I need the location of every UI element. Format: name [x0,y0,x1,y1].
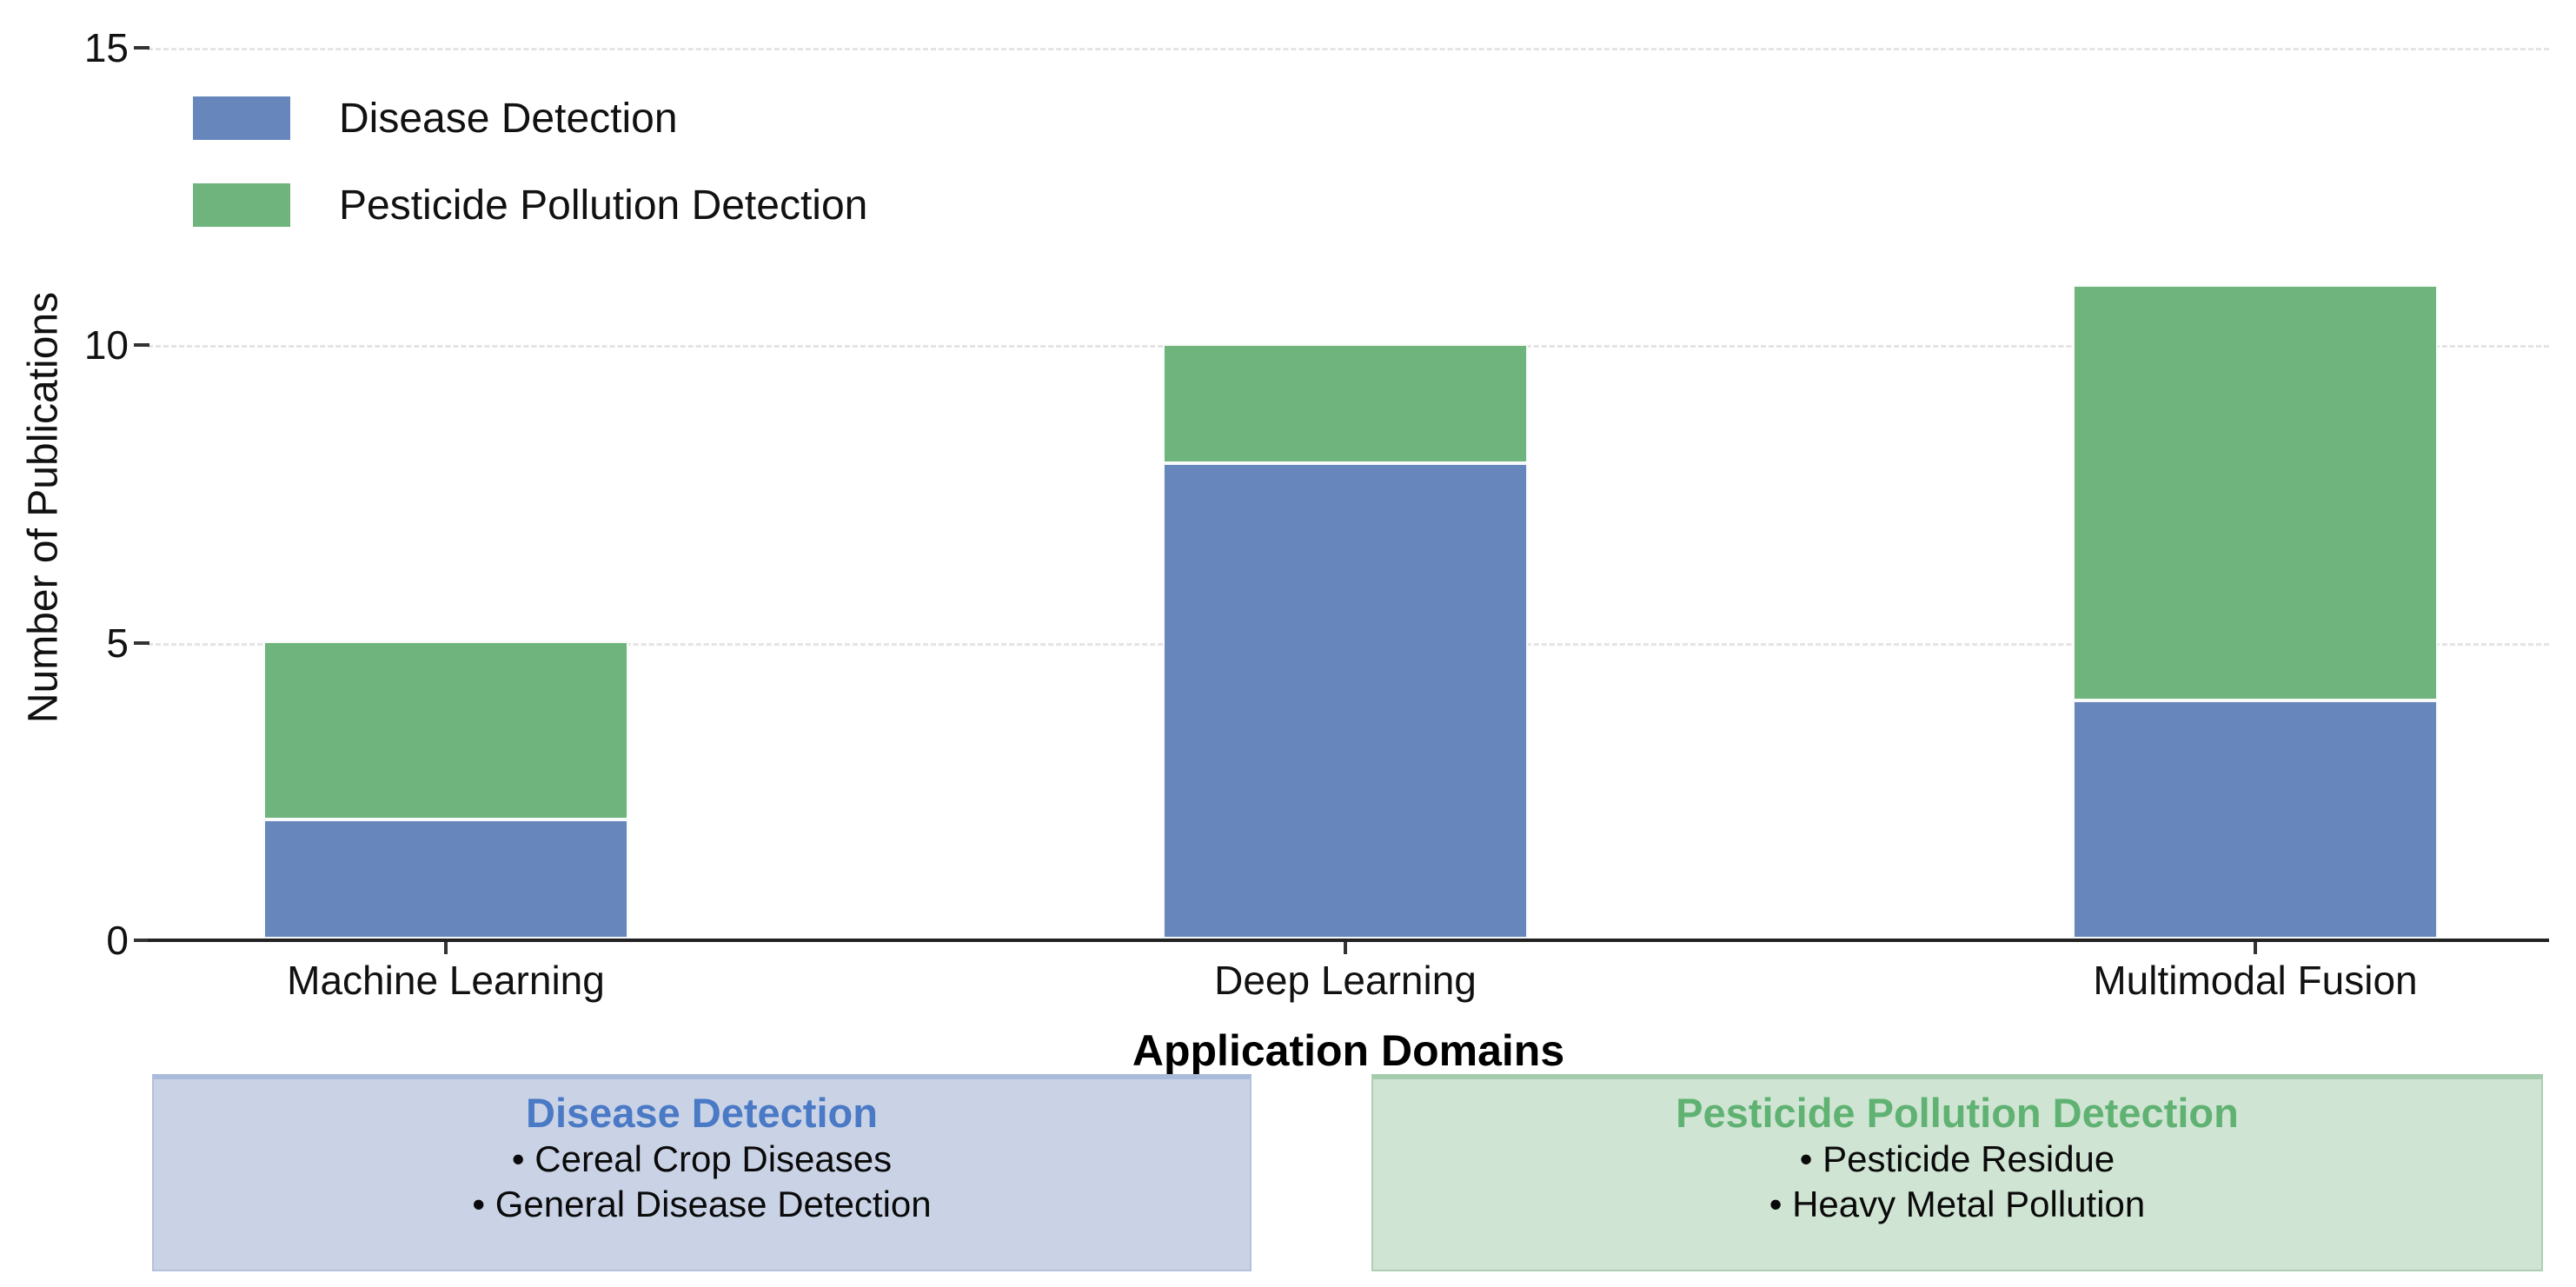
x-tick-machine-learning [444,942,448,954]
gridline-15 [148,48,2549,50]
x-axis-title: Application Domains [1132,1026,1565,1075]
y-tick-10 [134,343,149,347]
legend-swatch-green [193,183,290,227]
annotation-bullet: • General Disease Detection [472,1184,932,1224]
annotation-bullet: • Pesticide Residue [1799,1138,2115,1179]
bar-segment [263,819,628,939]
annotation-title: Disease Detection [526,1090,878,1136]
bar-segment [263,641,628,820]
bar-segment [2073,700,2438,939]
y-tick-label-10: 10 [83,322,129,368]
legend-item-pesticide-pollution-detection: Pesticide Pollution Detection [193,182,868,229]
bar-segment [1163,344,1528,463]
x-tick-label-machine-learning: Machine Learning [287,958,605,1003]
legend-label: Disease Detection [339,95,678,142]
x-tick-label-deep-learning: Deep Learning [1214,958,1477,1003]
y-tick-15 [134,46,149,50]
legend-swatch-blue [193,96,290,140]
annotation-bullet: • Heavy Metal Pollution [1769,1184,2146,1224]
annotation-box-disease-detection: Disease Detection • Cereal Crop Diseases… [152,1074,1251,1271]
legend-item-disease-detection: Disease Detection [193,95,867,142]
x-axis-spine [148,939,2549,942]
bar-segment [2073,284,2438,701]
annotation-bullet: • Cereal Crop Diseases [511,1138,893,1179]
y-tick-label-0: 0 [106,918,129,963]
legend: Disease Detection Pesticide Pollution De… [193,96,867,269]
annotation-box-pesticide-pollution-detection: Pesticide Pollution Detection • Pesticid… [1371,1074,2543,1271]
x-tick-deep-learning [1344,942,1347,954]
x-tick-label-multimodal-fusion: Multimodal Fusion [2093,958,2418,1003]
y-tick-label-15: 15 [83,25,129,70]
y-tick-0 [134,939,149,942]
bar-segment [1163,462,1528,939]
y-tick-5 [134,641,149,645]
y-axis-title: Number of Publications [20,291,67,724]
annotation-title: Pesticide Pollution Detection [1676,1090,2239,1136]
y-tick-label-5: 5 [106,620,129,666]
legend-label: Pesticide Pollution Detection [339,182,868,229]
x-tick-multimodal-fusion [2254,942,2257,954]
